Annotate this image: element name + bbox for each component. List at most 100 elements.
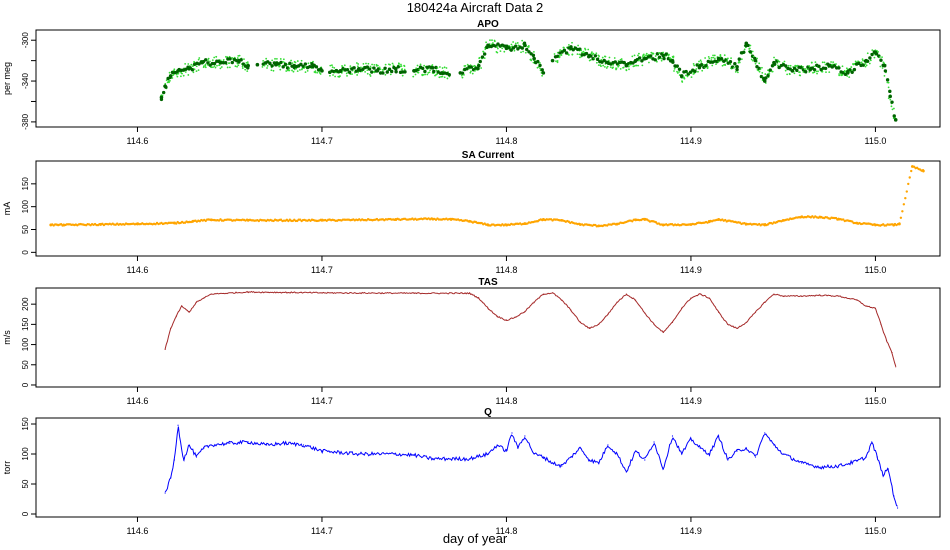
data-point-spread [803,68,806,71]
data-point-spread [698,60,700,63]
data-point-spread [673,70,675,72]
data-point [372,66,376,70]
data-point [718,311,720,313]
data-point-spread [424,73,426,76]
data-point-spread [672,56,675,59]
data-point-spread [538,61,541,64]
data-point [365,65,370,69]
data-point-spread [721,64,724,67]
data-point [754,311,757,313]
data-point [314,65,319,69]
data-point [172,221,176,225]
data-point [458,71,463,75]
data-point-spread [776,64,779,67]
data-point [487,307,489,309]
data-point [496,42,500,46]
data-point-spread [536,66,539,69]
data-point [532,56,536,61]
data-point-spread [576,53,579,55]
data-point [195,301,198,303]
data-point-spread [821,61,824,64]
data-point-spread [879,56,881,58]
data-point-spread [272,69,275,72]
data-point [527,50,531,54]
data-point-spread [648,61,650,64]
data-point [873,50,878,55]
data-point-spread [802,66,805,68]
data-point [181,305,183,307]
data-point [487,453,489,455]
data-point-spread [365,62,367,65]
data-point-spread [881,56,883,59]
data-point [848,68,852,72]
data-point [902,203,906,206]
data-point-spread [860,61,863,64]
panel-2: TAS m/s 114.6 114.7 114.8 114.9 115.0 0 50 100 150… [2,277,941,406]
data-point [279,60,283,65]
data-point [662,56,666,61]
data-point [677,67,682,72]
data-point [62,223,66,227]
data-point-spread [862,59,864,62]
data-point-spread [881,67,884,69]
data-point-spread [184,62,187,65]
data-point-spread [602,64,605,67]
data-point-spread [861,58,864,61]
data-point [812,67,817,72]
data-point-spread [391,62,394,65]
data-point [468,292,471,294]
data-point-spread [724,64,727,66]
data-point [868,56,872,60]
data-point-spread [877,50,880,53]
data-point [550,58,555,63]
data-point-spread [228,66,231,69]
data-point-spread [496,51,499,54]
data-point [531,53,536,58]
data-point [320,69,324,73]
data-point-spread [316,71,319,74]
data-point [882,63,887,68]
data-point-spread [419,63,422,66]
data-point-spread [808,71,811,73]
data-point [321,450,323,452]
y-tick-label: -300 [21,32,30,49]
data-point [888,89,892,94]
data-point [177,424,179,426]
data-point [184,67,188,71]
data-point-spread [241,65,244,68]
data-point-spread [493,40,496,43]
data-point-spread [887,86,890,89]
data-point-spread [712,54,714,57]
data-point-spread [343,64,346,67]
data-point-spread [337,75,340,78]
data-point-spread [850,66,853,68]
data-point [744,222,748,226]
data-point-spread [441,75,444,78]
y-tick-label: 100 [21,447,30,461]
data-point-spread [650,51,653,54]
x-tick-label: 114.9 [680,265,702,275]
data-point [212,61,217,66]
data-point [795,68,799,73]
x-tick-label: 114.7 [311,265,333,275]
data-point [719,56,724,61]
data-point [737,57,741,61]
data-point-spread [579,56,581,59]
data-point-spread [312,60,314,63]
figure-xlabel: day of year [443,531,508,546]
y-tick-label: 50 [21,360,30,369]
data-point [625,293,627,295]
y-tick-label: 0 [21,250,30,255]
data-point [412,69,417,73]
data-point [413,292,415,294]
data-point [197,62,201,66]
data-point-spread [369,75,372,77]
data-point-spread [890,105,893,108]
data-point [865,456,867,458]
data-point [837,295,840,297]
data-point-spread [168,81,170,84]
data-point [898,222,901,226]
data-point-spread [357,63,360,65]
data-point-spread [191,65,194,68]
data-point-spread [426,73,429,76]
